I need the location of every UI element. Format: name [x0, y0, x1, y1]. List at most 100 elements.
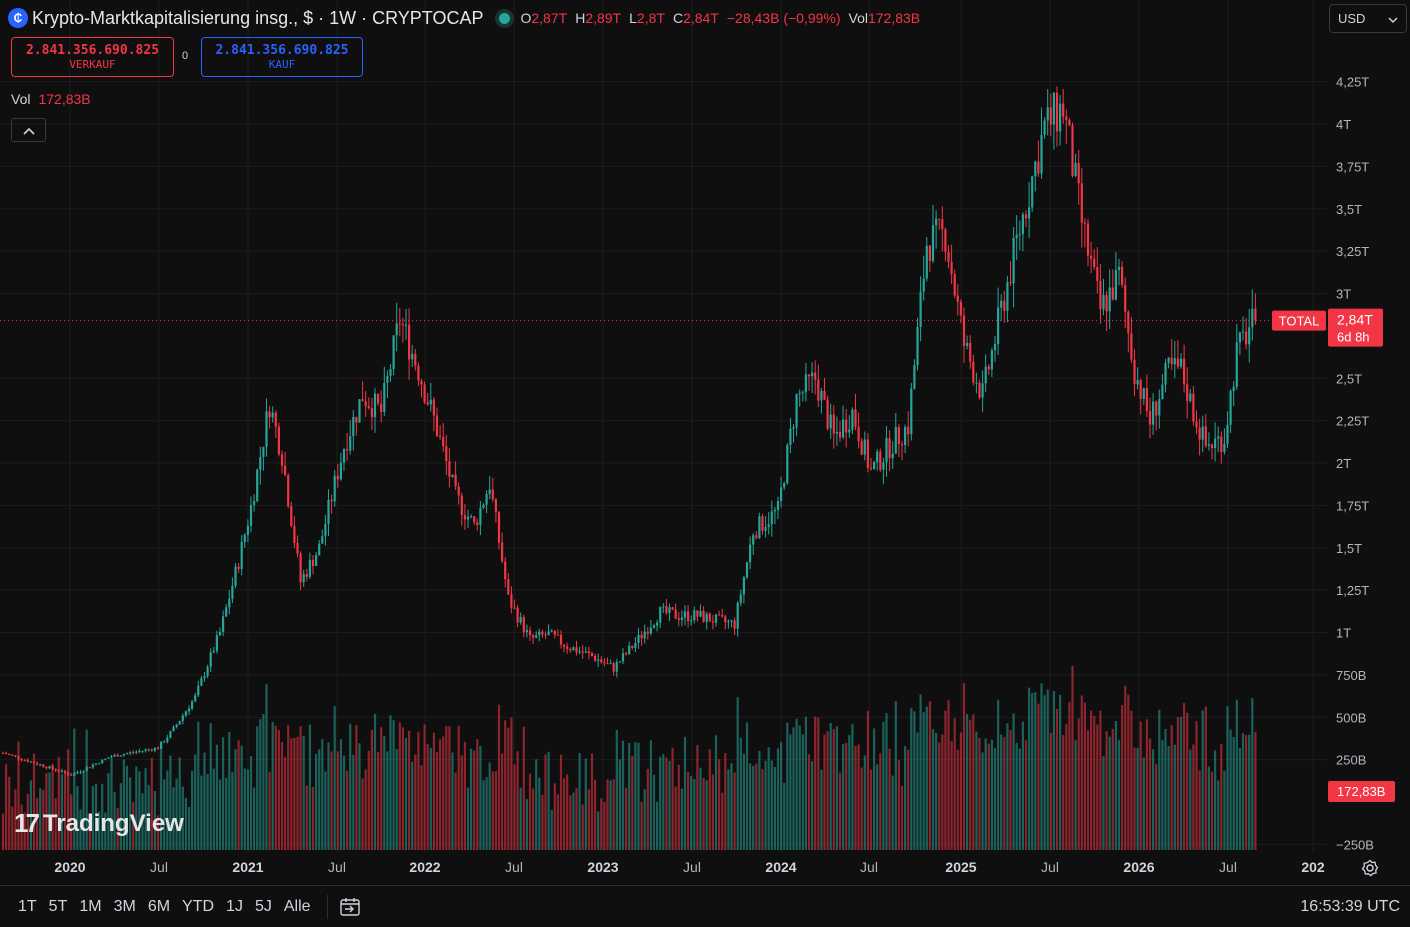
volume-bar — [919, 694, 922, 850]
volume-bar — [1015, 742, 1018, 850]
buy-button[interactable]: 2.841.356.690.825 KAUF — [201, 37, 363, 77]
volume-bar — [253, 787, 256, 850]
candle-body — [153, 747, 156, 751]
volume-bar — [280, 741, 284, 850]
candle-body — [1059, 103, 1062, 132]
tradingview-logo[interactable]: 17 TradingView — [14, 808, 184, 839]
candle-body — [466, 516, 470, 520]
range-button-all[interactable]: Alle — [283, 897, 311, 915]
candle-body — [1055, 92, 1059, 132]
range-button-3m[interactable]: 3M — [113, 897, 136, 915]
volume-bar — [733, 772, 736, 850]
volume-bar — [1245, 735, 1248, 850]
volume-bar — [488, 762, 491, 850]
volume-bar — [364, 769, 367, 850]
time-axis-label: 2022 — [409, 859, 440, 875]
volume-bar — [752, 765, 755, 850]
volume-bar — [330, 751, 333, 850]
range-button-1m[interactable]: 1M — [79, 897, 102, 915]
sell-button[interactable]: 2.841.356.690.825 VERKAUF — [11, 37, 174, 77]
candle-body — [1049, 107, 1052, 125]
volume-bar — [659, 756, 662, 850]
range-button-5y[interactable]: 5J — [254, 897, 272, 915]
goto-date-icon[interactable] — [338, 895, 362, 919]
volume-bar — [569, 795, 572, 850]
volume-bar — [652, 774, 656, 850]
range-button-5d[interactable]: 5T — [48, 897, 68, 915]
price-axis-label: 2,25T — [1336, 414, 1369, 429]
candle-body — [873, 462, 876, 469]
volume-bar — [1254, 732, 1257, 850]
volume-bar — [1003, 737, 1006, 850]
volume-bar — [491, 771, 494, 850]
candle-body — [373, 393, 377, 418]
candle-body — [457, 486, 460, 496]
candle-body — [110, 756, 113, 758]
range-button-1y[interactable]: 1J — [226, 897, 243, 915]
range-button-6m[interactable]: 6M — [147, 897, 171, 915]
candle-body — [789, 428, 792, 445]
volume-legend[interactable]: Vol 172,83B — [11, 91, 91, 107]
clock-timezone[interactable]: 16:53:39 UTC — [1300, 897, 1400, 915]
candle-body — [1086, 223, 1090, 256]
volume-bar — [144, 768, 147, 850]
header-vol-value: 172,83B — [867, 10, 921, 26]
volume-bar — [873, 728, 876, 850]
candle-body — [339, 462, 342, 480]
volume-bar — [439, 739, 442, 850]
volume-bar — [442, 736, 445, 850]
volume-bar — [683, 736, 687, 850]
candle-body — [132, 752, 135, 754]
collapse-legend-button[interactable] — [11, 118, 46, 142]
range-button-1d[interactable]: 1T — [18, 897, 37, 915]
settings-icon[interactable] — [1359, 857, 1381, 879]
candle-body — [206, 666, 209, 677]
candle-body — [401, 324, 404, 326]
candle-body — [1096, 267, 1099, 281]
currency-select[interactable]: USD — [1329, 4, 1407, 33]
candle-body — [863, 439, 866, 455]
candle-body — [1198, 427, 1201, 440]
volume-bar — [1226, 706, 1229, 850]
candle-body — [897, 427, 900, 445]
volume-bar — [854, 745, 857, 850]
volume-bar — [761, 769, 764, 850]
candle-body — [823, 390, 826, 400]
volume-bar — [82, 772, 85, 850]
volume-bar — [807, 754, 811, 850]
candle-body — [448, 461, 451, 477]
volume-bar — [349, 723, 352, 850]
candle-body — [584, 651, 587, 653]
candle-body — [113, 754, 116, 757]
candle-body — [643, 631, 646, 639]
candle-body — [144, 749, 147, 751]
volume-bar — [287, 724, 290, 850]
volume-bar — [392, 720, 395, 850]
volume-bar — [240, 745, 243, 850]
candle-body — [166, 737, 169, 742]
candle-body — [172, 727, 175, 732]
volume-bar — [947, 700, 950, 850]
volume-bar — [1207, 766, 1210, 850]
price-axis-label: 3,75T — [1336, 159, 1369, 174]
volume-bar — [953, 718, 956, 850]
ohlc-change-value: −28,43B (−0,99%) — [726, 10, 841, 26]
volume-bar — [51, 763, 54, 850]
candle-body — [395, 323, 398, 336]
volume-bar — [922, 712, 925, 850]
candle-body — [476, 522, 479, 526]
candle-body — [866, 439, 869, 468]
header-vol-key: Vol — [848, 10, 868, 26]
candle-body — [925, 245, 928, 279]
volume-bar — [29, 780, 32, 850]
symbol-title[interactable]: Krypto-Marktkapitalisierung insg., $ · 1… — [32, 7, 484, 28]
candle-body — [1015, 234, 1018, 239]
volume-bar — [432, 732, 435, 850]
candle-body — [879, 451, 882, 470]
price-chart[interactable]: 4,25T 4T 3,75T 3,5T 3,25T 3T 2,5T 2,25T 2T 1,75T 1… — [0, 0, 1410, 885]
range-button-ytd[interactable]: YTD — [182, 897, 215, 915]
candle-body — [1223, 443, 1226, 453]
volume-bar — [1179, 716, 1183, 850]
volume-bar — [463, 741, 466, 850]
candle-body — [48, 766, 51, 769]
